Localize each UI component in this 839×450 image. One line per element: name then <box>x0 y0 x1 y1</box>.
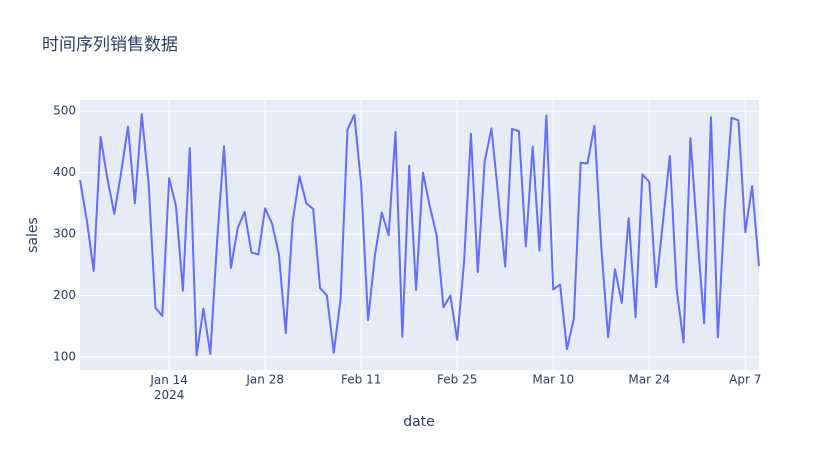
x-tick-label: Jan 28 <box>245 373 284 387</box>
x-tick-label: Feb 11 <box>341 373 381 387</box>
x-tick-label: Mar 24 <box>628 373 670 387</box>
x-tick-label: Apr 7 <box>729 373 761 387</box>
x-tick-label: Mar 10 <box>532 373 574 387</box>
line <box>79 113 760 357</box>
y-tick-label: 500 <box>53 104 76 118</box>
y-tick-label: 400 <box>53 165 76 179</box>
y-tick-label: 100 <box>53 350 76 364</box>
x-tick-label: Jan 14 2024 <box>149 373 188 402</box>
x-tick-label: Feb 25 <box>437 373 477 387</box>
x-axis-title: date <box>403 414 435 430</box>
chart-title: 时间序列销售数据 <box>42 35 178 55</box>
y-axis-title: sales <box>25 217 41 253</box>
y-tick-label: 300 <box>53 227 76 241</box>
y-tick-label: 200 <box>53 288 76 302</box>
